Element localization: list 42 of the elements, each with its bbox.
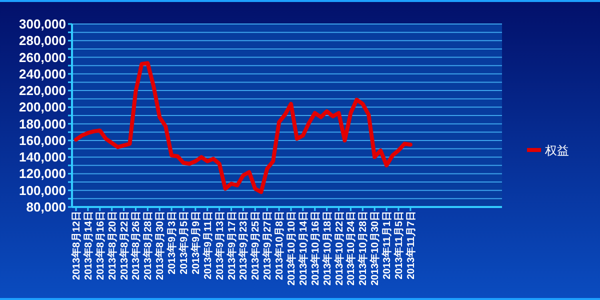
xtick: 2013年9月3日 [167, 211, 178, 274]
xtick: 2013年9月13日 [214, 211, 226, 280]
xtick: 2013年11月7日 [406, 211, 417, 280]
xtick: 2013年8月30日 [155, 211, 166, 280]
xtick: 2013年10月10日 [286, 211, 298, 286]
ytick: 160,000 [19, 132, 66, 148]
xtick: 2013年9月25日 [250, 211, 262, 280]
ytick: 120,000 [19, 166, 66, 182]
xtick: 2013年9月17日 [226, 211, 238, 280]
xtick: 2013年10月22日 [334, 211, 346, 286]
xtick: 2013年8月14日 [83, 211, 94, 280]
xtick: 2013年8月26日 [131, 211, 142, 280]
xtick: 2013年9月9日 [190, 211, 202, 274]
ytick: 140,000 [19, 150, 66, 165]
ytick: 280,000 [19, 33, 66, 48]
ytick: 180,000 [19, 116, 66, 132]
ytick: 220,000 [19, 83, 66, 98]
xtick: 2013年9月23日 [238, 211, 250, 280]
xtick: 2013年10月8日 [274, 211, 286, 280]
ytick: 80,000 [26, 200, 66, 214]
xtick: 2013年8月20日 [107, 211, 118, 280]
xtick: 2013年10月18日 [322, 211, 334, 286]
xtick: 2013年10月30日 [370, 211, 382, 286]
xtick: 2013年9月11日 [202, 211, 214, 280]
xtick: 2013年9月27日 [262, 211, 274, 280]
ytick: 300,000 [19, 16, 66, 32]
xtick: 2013年10月28日 [358, 211, 370, 286]
legend-label: 权益 [545, 144, 569, 158]
xtick: 2013年8月12日 [72, 211, 82, 280]
xtick: 2013年10月14日 [298, 211, 310, 286]
ytick: 260,000 [19, 50, 66, 65]
xtick: 2013年8月16日 [95, 211, 106, 280]
xtick: 2013年8月22日 [119, 211, 130, 280]
xtick: 2013年11月5日 [394, 211, 405, 280]
ytick: 240,000 [19, 66, 66, 82]
xtick: 2013年8月28日 [143, 211, 154, 280]
xtick: 2013年10月24日 [346, 211, 358, 286]
xtick: 2013年9月5日 [179, 211, 190, 274]
ytick: 100,000 [19, 182, 66, 198]
xtick: 2013年10月16日 [310, 211, 322, 286]
xtick: 2013年11月1日 [382, 211, 394, 280]
ytick: 200,000 [19, 100, 66, 115]
